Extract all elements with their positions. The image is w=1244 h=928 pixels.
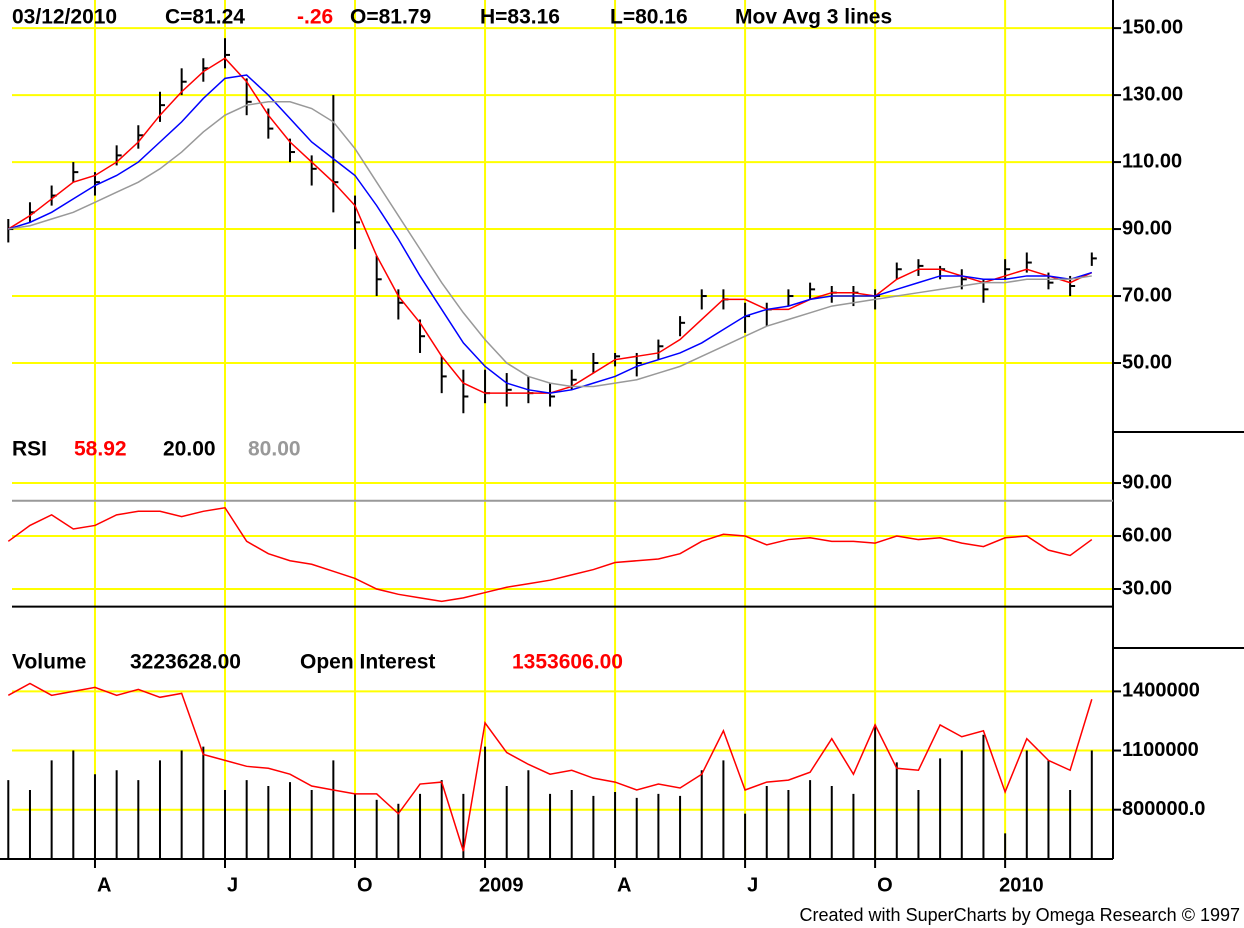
- date: 03/12/2010: [12, 6, 117, 29]
- y-tick-label: 1400000: [1122, 680, 1200, 702]
- low-label: L=80.16: [610, 6, 688, 29]
- oi-value: 1353606.00: [512, 651, 623, 674]
- level-label: 20.00: [163, 438, 216, 461]
- x-tick-label: J: [747, 874, 758, 896]
- x-tick-label: J: [227, 874, 238, 896]
- y-tick-label: 90.00: [1122, 471, 1172, 493]
- x-tick-label: 2010: [999, 874, 1044, 896]
- y-tick-label: 800000.0: [1122, 798, 1205, 820]
- footer: Created with SuperCharts by Omega Resear…: [800, 905, 1240, 925]
- high-label: H=83.16: [480, 6, 560, 29]
- series-line: [7, 506, 1093, 603]
- change: -.26: [297, 6, 333, 29]
- level-label: 80.00: [248, 438, 301, 461]
- rsi-value: 58.92: [74, 438, 127, 461]
- x-tick-label: O: [357, 874, 373, 896]
- series-line: [7, 57, 1093, 394]
- x-tick-label: A: [617, 874, 631, 896]
- series-line: [8, 101, 1092, 388]
- y-tick-label: 1100000: [1122, 739, 1199, 761]
- series-line: [7, 682, 1093, 852]
- series-line: [8, 74, 1093, 394]
- volume-title: Volume: [12, 651, 86, 674]
- y-tick-label: 60.00: [1122, 524, 1172, 546]
- y-tick-label: 110.00: [1122, 150, 1182, 172]
- rsi-title: RSI: [12, 438, 47, 461]
- open-label: O=81.79: [350, 6, 431, 29]
- y-tick-label: 130.00: [1122, 83, 1183, 105]
- chart-title: Mov Avg 3 lines: [735, 6, 892, 29]
- y-tick-label: 150.00: [1122, 16, 1183, 38]
- x-tick-label: A: [97, 874, 111, 896]
- y-tick-label: 30.00: [1122, 577, 1172, 599]
- y-tick-label: 70.00: [1122, 284, 1172, 306]
- y-tick-label: 90.00: [1122, 217, 1172, 239]
- volume-value: 3223628.00: [130, 651, 241, 674]
- x-tick-label: 2009: [479, 874, 524, 896]
- oi-title: Open Interest: [300, 651, 435, 674]
- close-label: C=81.24: [165, 6, 245, 29]
- x-tick-label: O: [877, 874, 893, 896]
- y-tick-label: 50.00: [1122, 351, 1172, 373]
